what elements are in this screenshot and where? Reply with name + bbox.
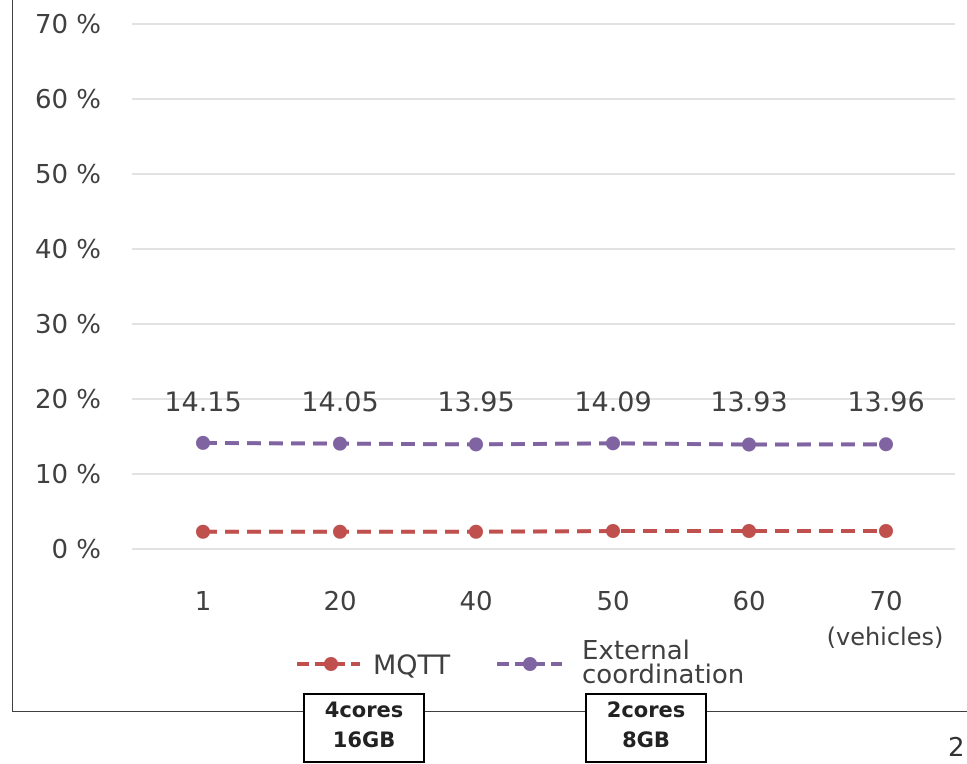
spec-box-4cores: 4cores 16GB: [303, 693, 425, 763]
page-number: 2: [948, 733, 965, 763]
data-label: 14.15: [164, 387, 241, 418]
data-label: 14.05: [301, 387, 378, 418]
spec-box-2cores: 2cores 8GB: [585, 693, 707, 763]
series-line: [203, 529, 886, 534]
data-labels: 14.15 14.05 13.95 14.09 13.93 13.96: [164, 387, 924, 418]
spec-cores-label: 2cores: [606, 698, 686, 722]
data-point: [333, 436, 347, 451]
data-point: [469, 524, 483, 539]
y-tick-label: 60 %: [35, 85, 101, 115]
data-point: [742, 437, 756, 452]
data-point: [196, 524, 210, 539]
data-point: [879, 437, 893, 452]
line-chart: 0 % 10 % 20 % 30 % 40 % 50 % 60 % 70 % 1 20 40 50 6…: [35, 10, 955, 690]
legend: MQTT External coordination: [297, 636, 744, 690]
x-tick-label: 50: [596, 587, 629, 617]
series-line: [202, 440, 887, 447]
y-tick-label: 0 %: [51, 535, 101, 565]
slide-frame-bottom-border: [12, 711, 967, 712]
y-tick-label: 20 %: [35, 385, 101, 415]
data-point: [606, 524, 620, 538]
data-label: 13.95: [437, 387, 514, 418]
y-tick-label: 40 %: [35, 235, 101, 265]
legend-swatch-marker: [523, 657, 537, 671]
y-tick-label: 30 %: [35, 310, 101, 340]
spec-memory-label: 8GB: [622, 728, 670, 752]
x-tick-label: 1: [195, 587, 212, 617]
y-tick-label: 70 %: [35, 10, 101, 40]
x-axis-unit-label: (vehicles): [827, 623, 944, 651]
data-label: 13.93: [710, 387, 787, 418]
data-point: [606, 436, 620, 451]
slide-frame-left-border: [12, 0, 13, 712]
y-tick-label: 10 %: [35, 460, 101, 490]
x-axis-tick-labels: 1 20 40 50 60 70: [195, 587, 903, 617]
data-label: 14.09: [574, 387, 651, 418]
data-point: [333, 524, 347, 539]
grid-lines: [132, 23, 955, 550]
data-point: [469, 437, 483, 452]
data-point: [742, 524, 756, 538]
legend-swatch-marker: [324, 657, 338, 671]
spec-cores-label: 4cores: [324, 698, 404, 722]
x-tick-label: 70: [869, 587, 902, 617]
legend-label: External coordination: [582, 636, 744, 690]
x-tick-label: 20: [323, 587, 356, 617]
x-tick-label: 60: [732, 587, 765, 617]
spec-memory-label: 16GB: [332, 728, 396, 752]
x-tick-label: 40: [459, 587, 492, 617]
y-tick-label: 50 %: [35, 160, 101, 190]
series-group: [196, 435, 893, 539]
data-label: 13.96: [847, 387, 924, 418]
y-axis-tick-labels: 0 % 10 % 20 % 30 % 40 % 50 % 60 % 70 %: [35, 10, 101, 565]
legend-label: MQTT: [373, 650, 451, 681]
data-point: [879, 524, 893, 538]
data-point: [196, 435, 210, 450]
